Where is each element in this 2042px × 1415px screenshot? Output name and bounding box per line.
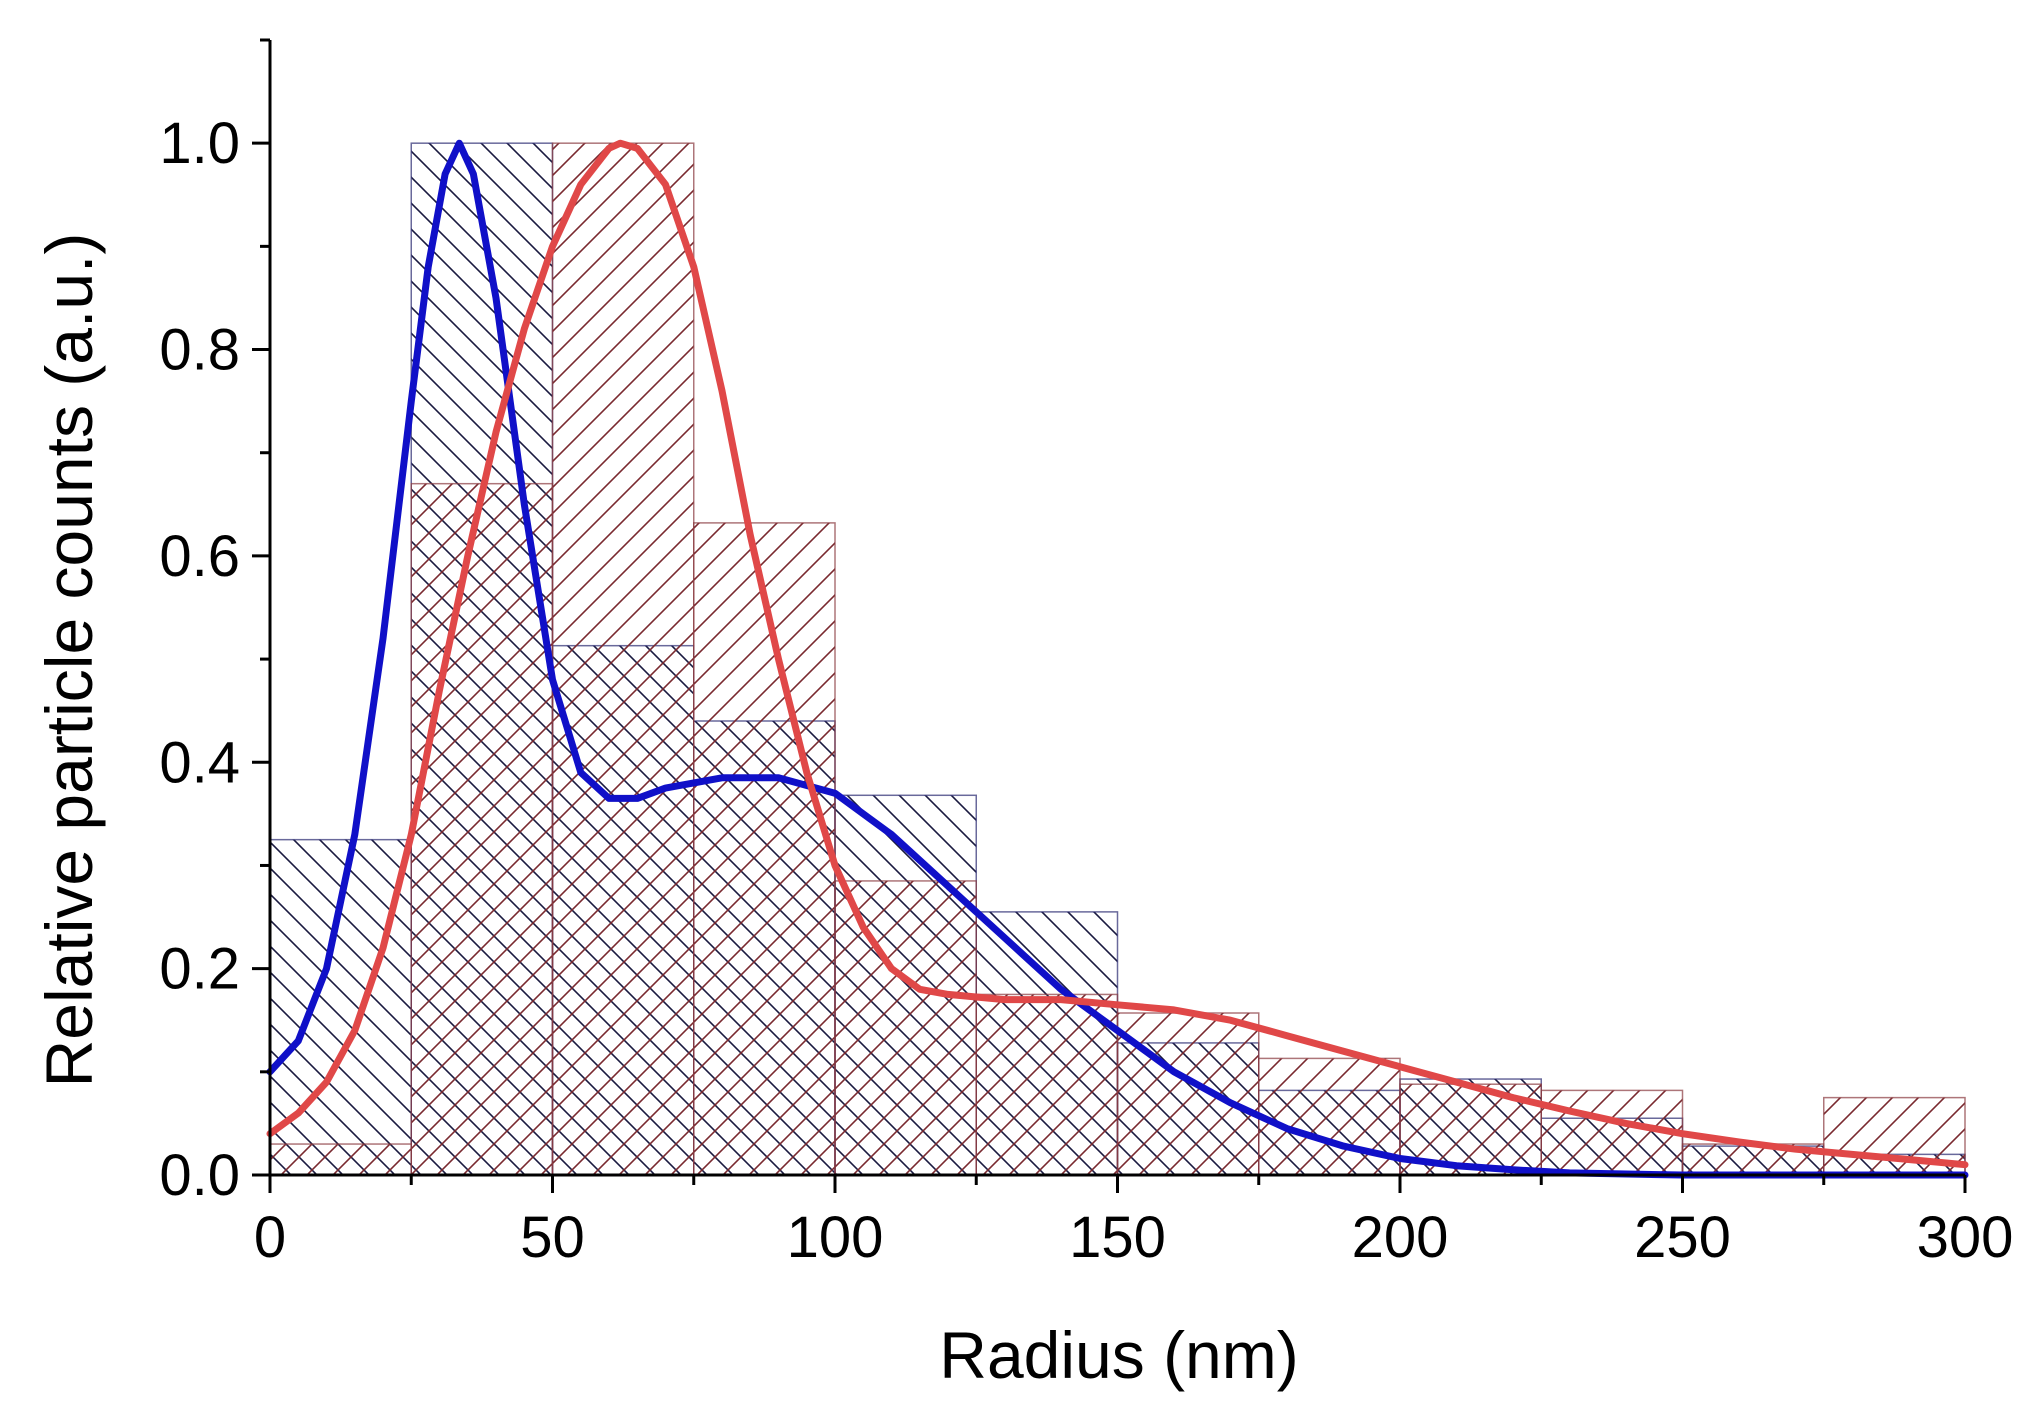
x-tick-labels: 0 50 100 150 200 250 300: [254, 1205, 2014, 1270]
x-tick-label: 100: [787, 1205, 884, 1270]
axes: [252, 38, 1967, 1193]
histogram-bar: [1116, 1012, 1260, 1175]
distribution-curves: [266, 139, 1969, 1179]
histogram-bar: [270, 1143, 412, 1175]
y-tick-label: 0.0: [159, 1143, 240, 1208]
distribution-curve: [266, 139, 1969, 1169]
y-tick-label: 0.6: [159, 524, 240, 589]
histogram-bar: [834, 880, 977, 1175]
x-axis-title: Radius (nm): [939, 1318, 1298, 1392]
y-tick-labels: 0.0 0.2 0.4 0.6 0.8 1.0: [159, 111, 240, 1208]
histogram-bar: [1258, 1057, 1401, 1175]
y-tick-label: 0.2: [159, 937, 240, 1002]
y-tick-label: 0.4: [159, 730, 240, 795]
x-tick-label: 50: [520, 1205, 585, 1270]
x-tick-label: 0: [254, 1205, 286, 1270]
y-tick-label: 0.8: [159, 318, 240, 383]
y-tick-label: 1.0: [159, 111, 240, 176]
histogram-bar: [551, 142, 695, 1175]
histogram-bars: [270, 142, 1966, 1175]
x-tick-label: 250: [1634, 1205, 1731, 1270]
x-tick-label: 200: [1352, 1205, 1449, 1270]
x-tick-label: 150: [1069, 1205, 1166, 1270]
histogram-bar: [410, 482, 554, 1175]
distribution-curve: [266, 139, 1969, 1179]
y-axis-title: Relative particle counts (a.u.): [32, 233, 106, 1088]
x-tick-label: 300: [1917, 1205, 2014, 1270]
histogram-bar: [975, 993, 1119, 1175]
histogram-bar: [693, 522, 836, 1175]
